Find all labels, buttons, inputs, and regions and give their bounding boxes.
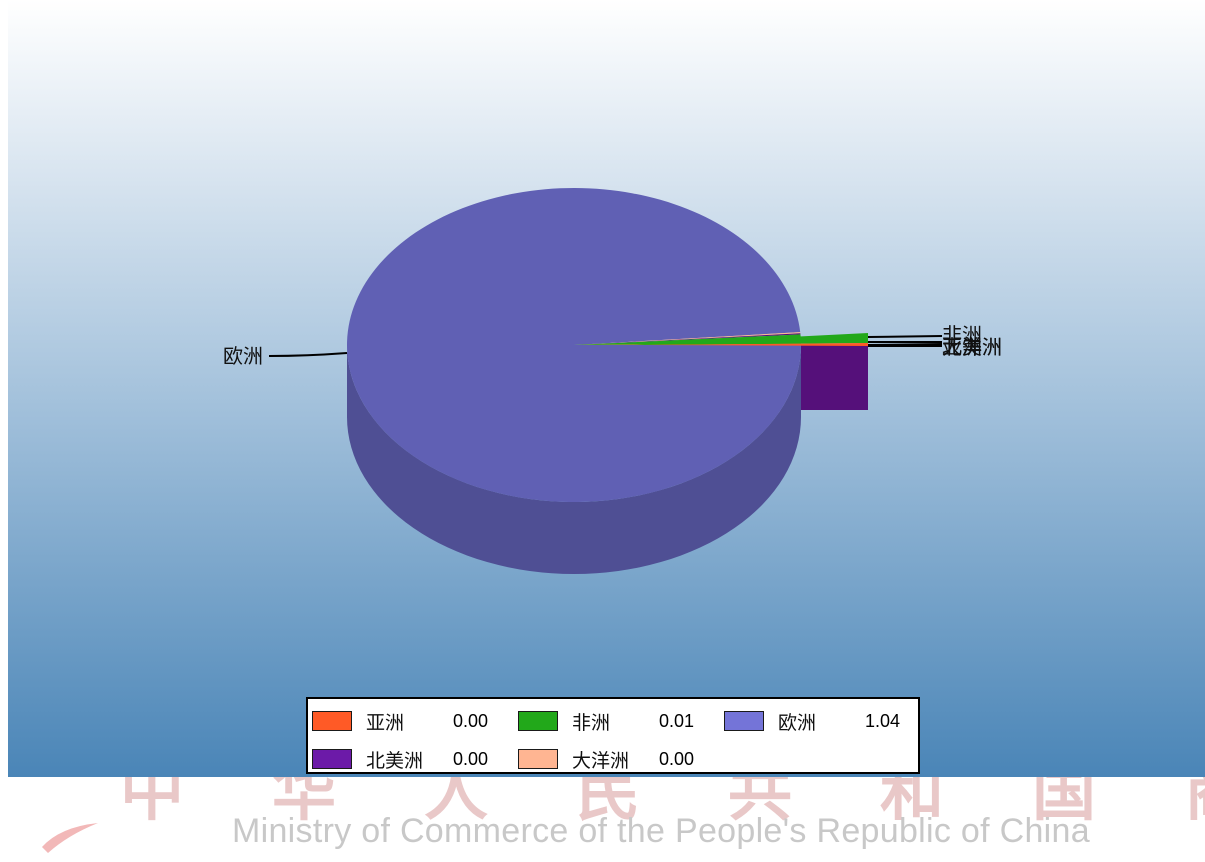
legend-label-africa: 非洲: [572, 711, 611, 734]
pie-side-europe: [347, 345, 801, 574]
pie-small-wedges: [634, 333, 868, 346]
legend-item-europe: 欧洲 1.04: [724, 708, 900, 734]
watermark-english: Ministry of Commerce of the People's Rep…: [232, 812, 1090, 850]
pie-wedge-africa: [634, 333, 868, 345]
legend-item-north-america: 北美洲 0.00: [312, 746, 488, 772]
leader-europe: [268, 352, 348, 357]
pie-side-walls: [347, 345, 868, 574]
leader-africa: [867, 335, 943, 338]
watermark-chinese: 中华人民共和国商务部: [120, 777, 1205, 830]
legend: 亚洲 0.00 非洲 0.01 欧洲 1.04 北美洲 0.00 大洋洲 0.0…: [306, 697, 920, 774]
legend-label-north-america: 北美洲: [366, 749, 424, 772]
label-asia: 亚洲: [942, 335, 982, 359]
pie-slice-top-north-america: [574, 333, 801, 345]
label-north-america: 北美洲: [942, 335, 1002, 359]
legend-swatch-africa: [518, 711, 558, 731]
label-oceania: 大洋洲: [942, 335, 1002, 359]
legend-value-africa: 0.01: [659, 710, 695, 731]
legend-label-europe: 欧洲: [778, 711, 817, 734]
legend-swatch-north-america: [312, 749, 352, 769]
chart-panel: 欧洲 非洲 亚洲 大洋洲 北美洲 亚洲 0.00 非洲 0.01 欧洲 1.04 北美洲…: [8, 0, 1205, 777]
legend-value-oceania: 0.00: [659, 748, 695, 769]
legend-value-europe: 1.04: [865, 710, 901, 731]
pie-slice-top-europe: [347, 188, 801, 503]
legend-value-north-america: 0.00: [453, 748, 489, 769]
label-africa: 非洲: [942, 323, 982, 347]
legend-swatch-oceania: [518, 749, 558, 769]
legend-swatch-asia: [312, 711, 352, 731]
legend-value-asia: 0.00: [453, 710, 489, 731]
pie-slice-north-america: [801, 345, 868, 410]
pie-wedge-asia: [644, 343, 868, 346]
watermark: 中华人民共和国商务部 Ministry of Commerce of the P…: [0, 777, 1205, 862]
legend-item-oceania: 大洋洲 0.00: [518, 746, 694, 772]
legend-label-oceania: 大洋洲: [572, 749, 630, 772]
label-europe: 欧洲: [223, 344, 263, 368]
legend-item-africa: 非洲 0.01: [518, 708, 694, 734]
legend-item-asia: 亚洲 0.00: [312, 708, 488, 734]
pie-slice-top-oceania: [574, 332, 801, 345]
swoosh-logo-icon: [42, 823, 98, 853]
legend-label-asia: 亚洲: [366, 711, 405, 734]
legend-swatch-europe: [724, 711, 764, 731]
leader-oceania: [867, 343, 943, 346]
